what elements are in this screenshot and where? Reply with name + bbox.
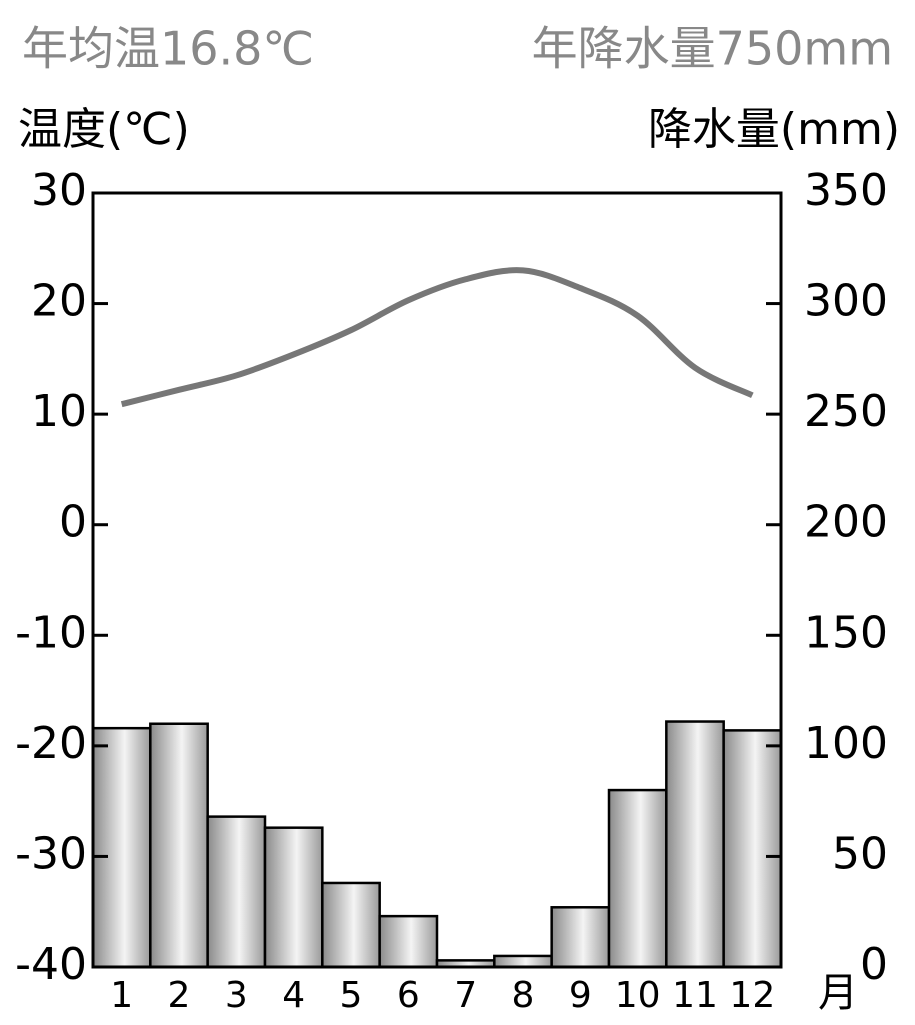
annotation: 年均温16.8℃ (22, 22, 314, 76)
x-tick-label: 3 (225, 975, 248, 1016)
x-tick-label: 7 (454, 975, 477, 1016)
x-tick-label: 1 (110, 975, 133, 1016)
annotation: 年降水量750mm (532, 22, 893, 76)
y-axis-label: 温度(℃) (18, 104, 190, 155)
bar (378, 914, 439, 969)
y-tick-label: -20 (15, 718, 87, 769)
x-tick-label: 12 (729, 975, 775, 1016)
x-tick-label: 2 (168, 975, 191, 1016)
x-tick-label: 5 (340, 975, 363, 1016)
y-tick-label: 10 (31, 386, 87, 437)
y-tick-label: -10 (15, 607, 87, 658)
y2-tick-label: 250 (804, 386, 888, 437)
x-tick-label: 10 (615, 975, 661, 1016)
y2-tick-label: 0 (860, 939, 888, 990)
bar (607, 788, 668, 969)
y2-axis-label: 降水量(mm) (648, 104, 900, 155)
y-tick-label: -30 (15, 828, 87, 879)
y2-tick-label: 300 (804, 276, 888, 327)
plot-frame (91, 191, 783, 969)
bar (665, 720, 725, 969)
y-tick-label: -40 (15, 939, 87, 990)
bar (722, 729, 783, 969)
y-tick-label: 0 (59, 497, 87, 548)
bar (206, 815, 267, 969)
y2-tick-label: 150 (804, 607, 888, 658)
bar (321, 881, 381, 969)
x-tick-label: 9 (569, 975, 592, 1016)
bar (493, 954, 553, 969)
x-tick-label: 8 (512, 975, 535, 1016)
y2-tick-label: 350 (804, 165, 888, 216)
y2-tick-label: 100 (804, 718, 888, 769)
x-tick-label: 6 (397, 975, 420, 1016)
y-tick-label: 20 (31, 276, 87, 327)
x-tick-label: 11 (672, 975, 718, 1016)
bar (91, 726, 152, 969)
temperature-line (120, 267, 754, 408)
y-tick-label: 30 (31, 165, 87, 216)
bar (149, 722, 209, 969)
bar (550, 906, 611, 969)
x-unit: 月 (818, 970, 858, 1016)
y2-tick-label: 50 (832, 828, 888, 879)
x-tick-label: 4 (282, 975, 305, 1016)
bar (263, 826, 324, 969)
y2-tick-label: 200 (804, 497, 888, 548)
